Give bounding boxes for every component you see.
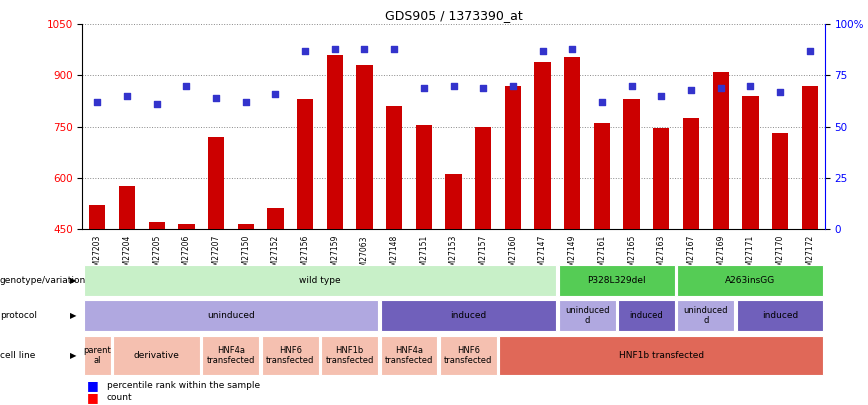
Bar bbox=[148, 222, 165, 382]
Point bbox=[565, 46, 579, 52]
Point bbox=[328, 46, 342, 52]
Text: uninduced
d: uninduced d bbox=[565, 306, 609, 325]
Text: ■: ■ bbox=[87, 379, 99, 392]
Text: HNF1b transfected: HNF1b transfected bbox=[619, 351, 704, 360]
Bar bbox=[380, 336, 437, 375]
Text: genotype/variation: genotype/variation bbox=[0, 276, 86, 285]
Bar bbox=[559, 300, 615, 331]
Point bbox=[149, 101, 163, 107]
Text: parent
al: parent al bbox=[83, 346, 111, 365]
Bar bbox=[440, 336, 496, 375]
Bar bbox=[83, 265, 556, 296]
Text: percentile rank within the sample: percentile rank within the sample bbox=[107, 381, 260, 390]
Bar bbox=[207, 137, 224, 382]
Point bbox=[506, 83, 520, 89]
Bar bbox=[119, 186, 135, 382]
Bar bbox=[677, 300, 734, 331]
Bar bbox=[114, 336, 200, 375]
Text: wild type: wild type bbox=[299, 276, 341, 285]
Point bbox=[120, 93, 134, 99]
Text: count: count bbox=[107, 393, 133, 403]
Bar bbox=[618, 300, 675, 331]
Point bbox=[268, 91, 282, 97]
Bar bbox=[356, 65, 372, 382]
Text: induced: induced bbox=[762, 311, 799, 320]
Bar bbox=[321, 336, 378, 375]
Text: induced: induced bbox=[450, 311, 486, 320]
Bar bbox=[504, 86, 521, 382]
Bar bbox=[535, 62, 551, 382]
Point bbox=[446, 83, 460, 89]
Point bbox=[595, 99, 609, 105]
Text: uninduced: uninduced bbox=[207, 311, 255, 320]
Bar bbox=[499, 336, 824, 375]
Text: uninduced
d: uninduced d bbox=[684, 306, 728, 325]
Bar bbox=[677, 265, 824, 296]
Bar bbox=[683, 118, 700, 382]
Text: HNF4a
transfected: HNF4a transfected bbox=[385, 346, 433, 365]
Point bbox=[180, 83, 194, 89]
Text: HNF4a
transfected: HNF4a transfected bbox=[207, 346, 255, 365]
Point bbox=[654, 93, 668, 99]
Bar bbox=[297, 99, 313, 382]
Bar bbox=[559, 265, 675, 296]
Bar bbox=[653, 128, 669, 382]
Bar bbox=[380, 300, 556, 331]
Bar bbox=[262, 336, 319, 375]
Point bbox=[803, 48, 817, 54]
Point bbox=[417, 85, 431, 91]
Text: HNF6
transfected: HNF6 transfected bbox=[444, 346, 492, 365]
Bar bbox=[178, 224, 194, 382]
Text: P328L329del: P328L329del bbox=[588, 276, 646, 285]
Bar bbox=[445, 174, 462, 382]
Bar bbox=[83, 300, 378, 331]
Bar bbox=[238, 224, 254, 382]
Text: ■: ■ bbox=[87, 391, 99, 405]
Bar bbox=[202, 336, 260, 375]
Point bbox=[684, 87, 698, 93]
Point bbox=[239, 99, 253, 105]
Point bbox=[90, 99, 104, 105]
Point bbox=[625, 83, 639, 89]
Bar bbox=[267, 208, 284, 382]
Text: induced: induced bbox=[629, 311, 663, 320]
Point bbox=[209, 95, 223, 101]
Point bbox=[299, 48, 312, 54]
Point bbox=[713, 85, 727, 91]
Bar bbox=[594, 123, 610, 382]
Bar bbox=[623, 99, 640, 382]
Bar bbox=[83, 336, 111, 375]
Title: GDS905 / 1373390_at: GDS905 / 1373390_at bbox=[385, 9, 523, 22]
Bar bbox=[713, 72, 729, 382]
Text: ▶: ▶ bbox=[70, 311, 76, 320]
Point bbox=[358, 46, 372, 52]
Bar bbox=[89, 205, 106, 382]
Bar bbox=[737, 300, 824, 331]
Point bbox=[536, 48, 549, 54]
Point bbox=[387, 46, 401, 52]
Point bbox=[477, 85, 490, 91]
Point bbox=[743, 83, 757, 89]
Point bbox=[773, 89, 787, 95]
Text: ▶: ▶ bbox=[70, 351, 76, 360]
Bar bbox=[564, 57, 581, 382]
Text: A263insGG: A263insGG bbox=[726, 276, 775, 285]
Bar bbox=[801, 86, 818, 382]
Text: HNF6
transfected: HNF6 transfected bbox=[266, 346, 314, 365]
Bar bbox=[386, 106, 403, 382]
Bar bbox=[772, 133, 788, 382]
Bar bbox=[326, 55, 343, 382]
Text: protocol: protocol bbox=[0, 311, 37, 320]
Text: ▶: ▶ bbox=[70, 276, 76, 285]
Text: derivative: derivative bbox=[134, 351, 180, 360]
Bar bbox=[416, 125, 432, 382]
Text: HNF1b
transfected: HNF1b transfected bbox=[326, 346, 374, 365]
Bar bbox=[742, 96, 759, 382]
Bar bbox=[475, 126, 491, 382]
Text: cell line: cell line bbox=[0, 351, 36, 360]
